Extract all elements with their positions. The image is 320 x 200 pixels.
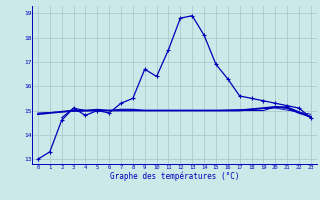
X-axis label: Graphe des températures (°C): Graphe des températures (°C) xyxy=(110,171,239,181)
